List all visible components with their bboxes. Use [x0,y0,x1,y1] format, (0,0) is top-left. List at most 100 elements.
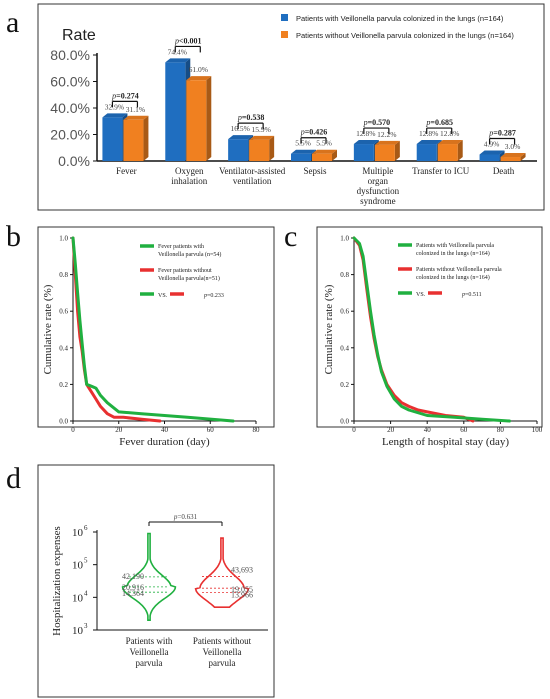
panel-d-quartile-label: 13,966 [231,591,253,600]
panel-b-xtick-label: 0 [71,426,75,434]
panel-a-bar-side [269,135,275,161]
panel-d-quartile-label: 43,693 [231,565,253,574]
panel-d-quartile-label: 14,364 [122,589,144,598]
panel-a-bar [416,144,437,161]
panel-a-bar-top [186,76,212,81]
panel-a-bar-top [249,135,275,140]
panel-b-series-line-1 [71,236,235,423]
panel-a-bar [312,153,332,161]
panel-a-bar-side [332,149,337,161]
panel-d-ytick-label: 10 [72,625,84,637]
panel-d-quartile-label: 20,916 [122,583,144,592]
panel-a-bar-value-label: 31.1% [126,105,145,114]
panel-a-bar [353,144,374,161]
panel-a-bar-value-label: 74.4% [168,47,187,56]
panel-a-ytick-label: 20.0% [50,127,90,143]
panel-a-category-label: Ventilator-assisted ventilation [219,166,286,186]
panel-c-ytick-label: 0.6 [340,308,349,316]
panel-c-ytick-label: 0.2 [340,381,349,389]
panel-b-y-axis-label: Cumulative rate (%) [42,284,54,374]
panel-a-legend-label-1: Patients with Veillonella parvula coloni… [296,14,504,23]
panel-a-bar-top [374,140,400,145]
panel-a-legend-swatch-2 [281,31,288,38]
panel-a-ytick-label: 60.0% [50,74,90,90]
panel-c-legend-label-1: Patients with Veillonella parvula coloniz… [416,243,494,257]
panel-c-y-axis-label: Cumulative rate (%) [323,284,335,374]
panel-label-b: b [6,220,21,253]
panel-a-bar [165,62,186,161]
panel-c-ytick-label: 0.4 [340,344,349,352]
panel-a-bar-side [457,140,463,161]
panel-a-bar-value-label: 12.8% [419,129,438,138]
panel-b-xtick-label: 20 [115,426,123,434]
panel-a-bar-value-label: 5.5% [295,139,311,148]
panel-b-ytick-label: 0.8 [59,271,68,279]
panel-d-quartile-label: 42,190 [122,572,144,581]
panel-a-bar-value-label: 5.5% [316,139,332,148]
panel-d-category-label: Patients with Veillonella parvula [126,636,173,668]
panel-label-c: c [284,220,298,253]
panel-a-bar-top [312,149,337,154]
panel-a-category-label: Oxygen inhalation [171,166,207,186]
panel-b-ytick-label: 0.6 [59,308,68,316]
panel-d-ytick-label: 10 [72,592,84,604]
panel-a-bar [249,139,270,161]
panel-a-p-value: p=0.274 [111,91,139,100]
panel-a-bar-top [165,58,191,63]
panel-c-xtick-label: 60 [460,426,468,434]
panel-a-bar-top [102,113,128,118]
panel-a-bar-top [500,153,526,158]
panel-a-bar [437,144,458,161]
panel-label-a: a [6,6,20,39]
panel-d-ytick-label: 10 [72,527,84,539]
panel-a-legend-swatch-1 [281,14,288,21]
panel-b-legend-label-1: Fever patients with Veillonella parvula (… [158,244,221,258]
panel-a-bar-value-label: 12.8% [440,129,459,138]
panel-d-ytick-exponent: 4 [84,589,88,597]
panel-a-category-label: Sepsis [303,166,327,176]
panel-label-d: d [6,462,21,495]
panel-a-bar-top [479,150,505,155]
panel-c-legend-vs: VS. [416,292,426,298]
panel-a-bar-value-label: 32.9% [105,102,124,111]
panel-a-bar-top [123,115,149,120]
panel-c-ytick-label: 1.0 [340,235,349,243]
panel-b-ytick-label: 0.0 [59,418,68,426]
panel-c-xtick-label: 80 [497,426,505,434]
panel-a-bar [123,119,144,161]
panel-a-bar-value-label: 16.5% [230,124,249,133]
panel-c-xtick-label: 100 [532,426,543,434]
panel-c-p-value: p=0.511 [461,292,482,298]
panel-b-legend-vs: VS. [158,293,168,299]
panel-a-category-label: Transfer to ICU [412,166,470,176]
panel-a-bar-value-label: 12.8% [356,129,375,138]
panel-b-ytick-label: 0.4 [59,344,68,352]
panel-b-xtick-label: 40 [161,426,169,434]
panel-a-legend-label-2: Patients without Veillonella parvula col… [296,31,514,40]
panel-d-violin-2 [194,537,250,609]
panel-d-quartile-label: 19,055 [231,585,253,594]
panel-a-bar-side [143,115,149,161]
panel-a-bar [228,139,249,161]
panel-d-p-value: p=0.631 [173,513,198,521]
panel-c-ytick-label: 0.0 [340,418,349,426]
panel-a-bar-side [394,140,400,161]
panel-a-p-value: p=0.426 [300,128,328,137]
panel-a-bar-value-label: 15.9% [251,125,270,134]
panel-a-ytick-label: 80.0% [50,47,90,63]
panel-d-violin-1 [121,532,177,622]
panel-a-bar [500,157,521,161]
panel-a-bar-value-label: 4.9% [484,140,500,149]
panel-a-bar-value-label: 61.0% [189,65,208,74]
panel-a-category-label: Multiple organ dysfunction syndrome [357,166,400,206]
panel-a-p-value: p=0.538 [237,113,265,122]
panel-a-bar-top [228,135,254,140]
panel-c-legend-label-2: Patients without Veillonella parvula colo… [416,267,502,281]
panel-d-y-axis-label: Hospitalization expenses [51,526,63,636]
panel-a-bar-top [291,149,316,154]
panel-b-series-line-2 [71,236,162,423]
panel-a-title: Rate [62,27,96,44]
panel-d-ytick-label: 10 [72,560,84,572]
panel-a-ytick-label: 40.0% [50,100,90,116]
